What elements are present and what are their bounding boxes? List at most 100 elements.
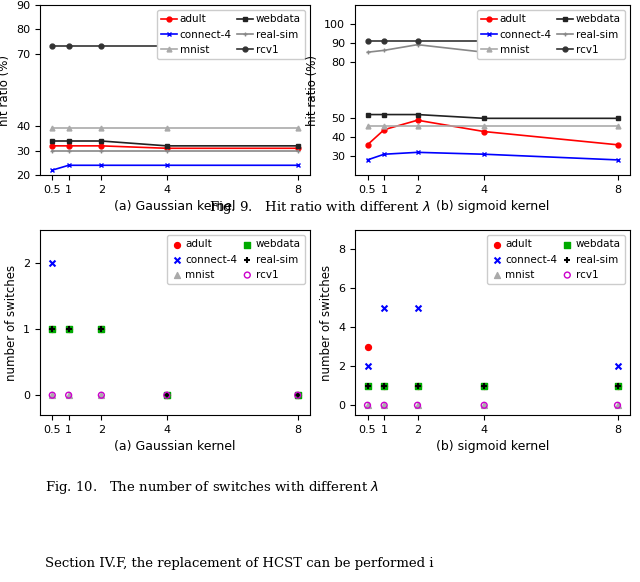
connect-4 — [379, 303, 389, 313]
adult — [96, 324, 106, 333]
webdata — [481, 115, 488, 122]
webdata — [362, 381, 372, 391]
adult — [612, 381, 623, 391]
real-sim — [49, 147, 56, 154]
webdata — [97, 137, 105, 144]
webdata — [379, 381, 389, 391]
mnist — [612, 400, 623, 410]
real-sim — [479, 381, 490, 391]
mnist — [614, 122, 621, 129]
adult — [47, 324, 58, 333]
real-sim — [162, 391, 172, 400]
adult — [97, 143, 105, 150]
Y-axis label: number of switches: number of switches — [319, 264, 333, 381]
Line: rcv1: rcv1 — [365, 38, 620, 43]
real-sim — [362, 381, 372, 391]
mnist — [65, 124, 72, 131]
connect-4 — [65, 162, 72, 169]
Text: Section IV.F, the replacement of HCST can be performed i: Section IV.F, the replacement of HCST ca… — [45, 556, 433, 570]
X-axis label: (b) sigmoid kernel: (b) sigmoid kernel — [436, 440, 549, 453]
real-sim — [380, 47, 388, 54]
adult — [614, 141, 621, 148]
connect-4 — [413, 149, 421, 156]
webdata — [412, 381, 422, 391]
rcv1 — [97, 43, 105, 50]
X-axis label: (a) Gaussian kernel: (a) Gaussian kernel — [115, 440, 236, 453]
adult — [65, 143, 72, 150]
webdata — [294, 143, 301, 150]
real-sim — [97, 147, 105, 154]
connect-4 — [481, 151, 488, 158]
X-axis label: (b) sigmoid kernel: (b) sigmoid kernel — [436, 200, 549, 213]
real-sim — [292, 391, 303, 400]
mnist — [97, 124, 105, 131]
rcv1 — [63, 391, 74, 400]
adult — [292, 391, 303, 400]
real-sim — [481, 49, 488, 56]
rcv1 — [412, 400, 422, 410]
adult — [163, 145, 171, 152]
webdata — [49, 137, 56, 144]
adult — [364, 141, 371, 148]
real-sim — [65, 147, 72, 154]
connect-4 — [612, 361, 623, 371]
mnist — [380, 122, 388, 129]
connect-4 — [364, 157, 371, 164]
webdata — [292, 391, 303, 400]
webdata — [47, 324, 58, 333]
rcv1 — [292, 391, 303, 400]
real-sim — [96, 324, 106, 333]
connect-4 — [97, 162, 105, 169]
real-sim — [163, 147, 171, 154]
mnist — [163, 124, 171, 131]
rcv1 — [380, 37, 388, 44]
rcv1 — [413, 37, 421, 44]
mnist — [47, 391, 58, 400]
Line: adult: adult — [365, 118, 620, 147]
connect-4 — [63, 324, 74, 333]
rcv1 — [294, 43, 301, 50]
mnist — [379, 400, 389, 410]
Y-axis label: hit ratio (%): hit ratio (%) — [306, 55, 319, 126]
webdata — [612, 381, 623, 391]
Legend: adult, connect-4, mnist, webdata, real-sim, rcv1: adult, connect-4, mnist, webdata, real-s… — [167, 235, 305, 284]
mnist — [479, 400, 490, 410]
adult — [413, 117, 421, 124]
Legend: adult, connect-4, mnist, webdata, real-sim, rcv1: adult, connect-4, mnist, webdata, real-s… — [477, 10, 625, 59]
Line: mnist: mnist — [50, 125, 300, 130]
adult — [481, 128, 488, 135]
rcv1 — [162, 391, 172, 400]
mnist — [481, 122, 488, 129]
Line: webdata: webdata — [365, 112, 620, 120]
Line: real-sim: real-sim — [50, 148, 300, 153]
rcv1 — [479, 400, 490, 410]
real-sim — [63, 324, 74, 333]
connect-4 — [162, 391, 172, 400]
adult — [63, 324, 74, 333]
connect-4 — [412, 303, 422, 313]
rcv1 — [96, 391, 106, 400]
X-axis label: (a) Gaussian kernel: (a) Gaussian kernel — [115, 200, 236, 213]
webdata — [364, 111, 371, 118]
rcv1 — [364, 37, 371, 44]
Text: Fig. 10.   The number of switches with different $\lambda$: Fig. 10. The number of switches with dif… — [45, 478, 379, 495]
mnist — [162, 391, 172, 400]
connect-4 — [292, 391, 303, 400]
mnist — [292, 391, 303, 400]
webdata — [96, 324, 106, 333]
mnist — [413, 122, 421, 129]
mnist — [364, 122, 371, 129]
real-sim — [364, 49, 371, 56]
webdata — [380, 111, 388, 118]
connect-4 — [96, 324, 106, 333]
connect-4 — [49, 166, 56, 173]
adult — [379, 381, 389, 391]
mnist — [49, 124, 56, 131]
real-sim — [614, 49, 621, 56]
connect-4 — [362, 361, 372, 371]
connect-4 — [380, 151, 388, 158]
real-sim — [413, 41, 421, 48]
webdata — [65, 137, 72, 144]
Text: Fig. 9.   Hit ratio with different $\lambda$: Fig. 9. Hit ratio with different $\lambd… — [209, 198, 431, 215]
webdata — [413, 111, 421, 118]
